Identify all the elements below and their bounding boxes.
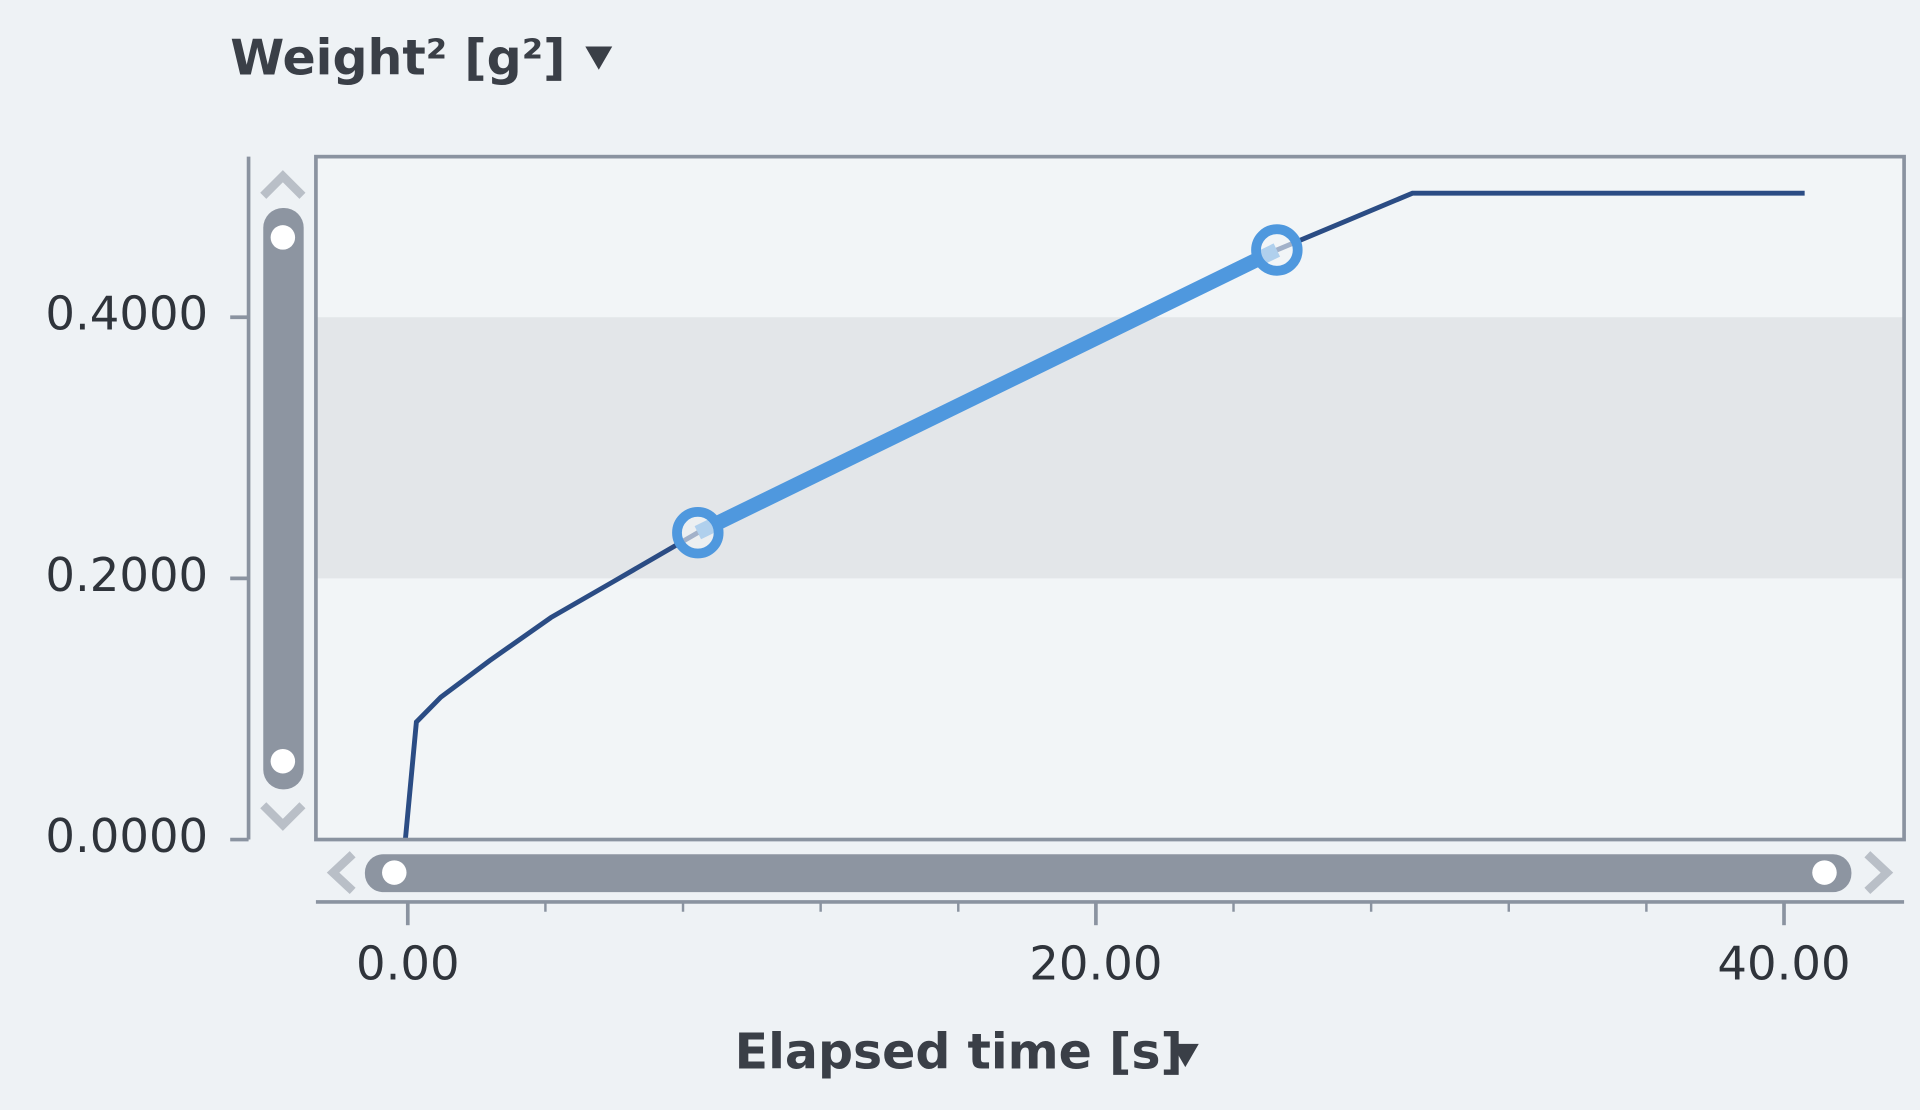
- plot-border: [314, 154, 1906, 842]
- x-scroll-handle[interactable]: [1812, 860, 1837, 885]
- fit-handle[interactable]: [1251, 224, 1303, 276]
- scroll-left[interactable]: [326, 851, 356, 895]
- y-axis-title: Weight² [g²]: [230, 30, 565, 87]
- x-tick-label: 20.00: [1029, 936, 1162, 990]
- x-scroll-handle[interactable]: [382, 860, 407, 885]
- plot-content: [315, 190, 1905, 840]
- scroll-up[interactable]: [260, 170, 306, 199]
- fit-segment: [694, 243, 1281, 540]
- y-tick-label: 0.4000: [45, 287, 208, 341]
- fit-handle[interactable]: [672, 506, 724, 559]
- x-scrollbar[interactable]: [364, 854, 1852, 893]
- scroll-down[interactable]: [260, 802, 306, 831]
- y-tick-label: 0.2000: [45, 548, 208, 602]
- y-scrollbar[interactable]: [263, 208, 304, 790]
- x-axis-title: Elapsed time [s]: [735, 1023, 1183, 1080]
- x-dropdown[interactable]: [1171, 1043, 1199, 1068]
- x-tick-label: 0.00: [356, 936, 460, 990]
- x-tick-label: 40.00: [1717, 936, 1850, 990]
- data-line: [402, 190, 1805, 840]
- y-dropdown[interactable]: [585, 46, 613, 70]
- target-band: [315, 317, 1905, 579]
- y-tick-label: 0.0000: [45, 809, 208, 863]
- scroll-right[interactable]: [1864, 851, 1894, 895]
- y-scroll-handle[interactable]: [270, 748, 296, 774]
- y-scroll-handle[interactable]: [270, 225, 296, 250]
